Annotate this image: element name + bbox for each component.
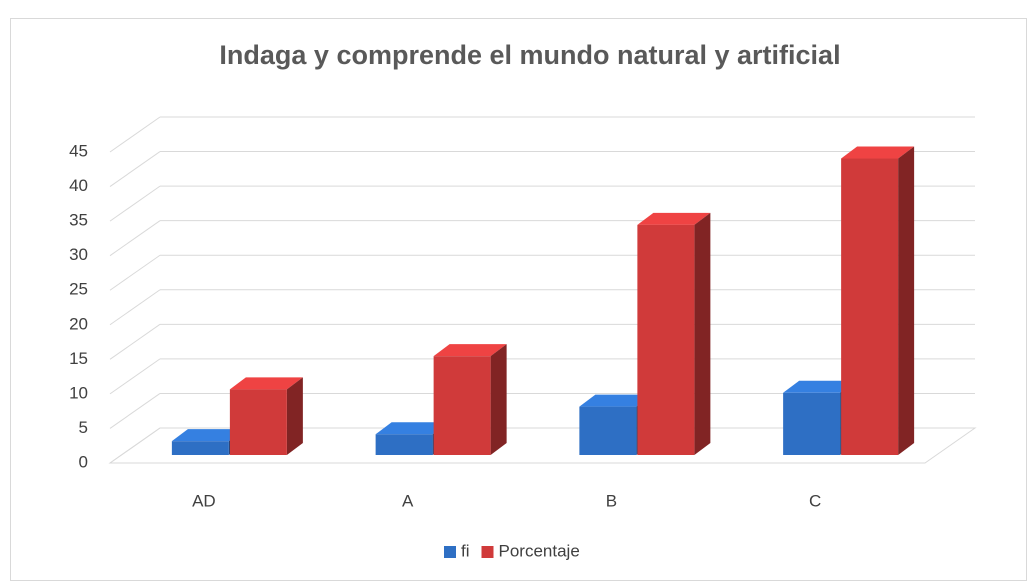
grid-line-side xyxy=(109,151,161,187)
grid-line xyxy=(109,151,975,187)
bar-top xyxy=(375,422,449,435)
legend-label: fi xyxy=(461,541,470,560)
bar xyxy=(433,344,507,455)
bar-top xyxy=(433,344,507,357)
y-tick-label: 30 xyxy=(69,245,88,264)
bar-side xyxy=(898,146,915,455)
x-tick-label: C xyxy=(809,491,821,510)
grid-line-side xyxy=(109,427,161,464)
legend-swatch xyxy=(481,546,494,558)
bar xyxy=(229,377,303,455)
y-tick-label: 0 xyxy=(79,452,88,471)
grid-line-side xyxy=(109,116,161,153)
grid-line xyxy=(109,254,975,291)
y-tick-label: 5 xyxy=(79,418,88,437)
bar xyxy=(637,212,711,455)
bar-top xyxy=(783,380,857,393)
legend-swatch xyxy=(444,546,456,558)
y-tick-label: 10 xyxy=(69,383,88,402)
bar-front xyxy=(637,224,695,455)
bar xyxy=(841,146,915,455)
grid-line-side xyxy=(109,393,161,429)
x-tick-label: B xyxy=(606,491,617,510)
grid-line-side xyxy=(109,254,161,291)
y-tick-label: 25 xyxy=(69,280,88,299)
bar-front xyxy=(841,158,899,455)
bar-top xyxy=(579,394,653,407)
bar-front xyxy=(171,441,229,455)
bar-front xyxy=(375,434,433,455)
bar-side xyxy=(490,344,507,455)
grid-line xyxy=(109,323,975,360)
y-tick-label: 20 xyxy=(69,314,88,333)
grid-line-side xyxy=(109,185,161,222)
bar-front xyxy=(783,392,841,455)
chart-title: Indaga y comprende el mundo natural y ar… xyxy=(219,40,840,70)
y-tick-label: 35 xyxy=(69,211,88,230)
bar-top xyxy=(841,146,915,159)
y-tick-label: 15 xyxy=(69,349,88,368)
grid-line-side xyxy=(109,323,161,360)
bar-side xyxy=(694,212,711,455)
x-tick-label: AD xyxy=(192,491,216,510)
grid-line-side xyxy=(109,289,161,326)
grid-line-side xyxy=(109,220,161,257)
grid-line xyxy=(109,185,975,222)
bar-top xyxy=(171,429,245,442)
bar-front xyxy=(579,406,637,455)
grid-line xyxy=(109,358,975,395)
bar-front xyxy=(229,389,287,455)
grid-line-side xyxy=(109,358,161,395)
y-tick-label: 45 xyxy=(69,141,88,160)
y-tick-label: 40 xyxy=(69,176,88,195)
grid-line xyxy=(109,220,975,257)
bar-top xyxy=(229,377,303,390)
bar-side xyxy=(286,377,303,455)
grid-line xyxy=(109,289,975,326)
bar-front xyxy=(433,356,491,455)
legend-label: Porcentaje xyxy=(499,541,580,560)
bar-top xyxy=(637,212,711,225)
x-tick-label: A xyxy=(402,491,414,510)
grid-line xyxy=(109,116,975,153)
